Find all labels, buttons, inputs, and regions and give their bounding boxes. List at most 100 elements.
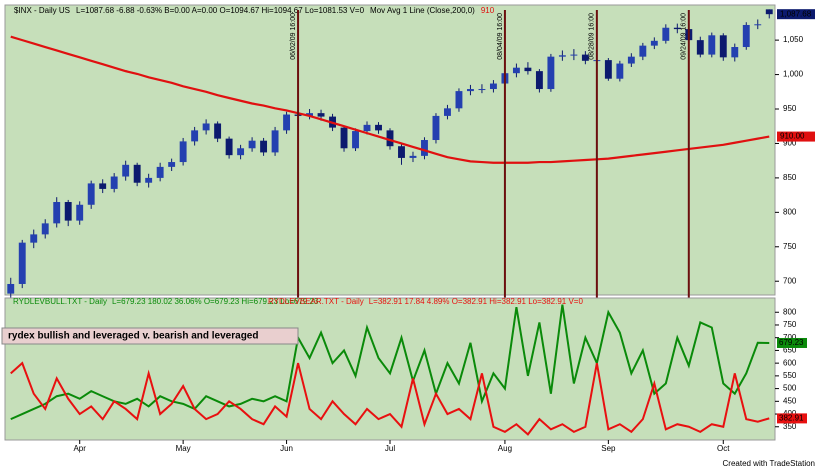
candle-body (191, 130, 199, 142)
candle-body (696, 40, 704, 55)
y-tick-label: 900 (783, 139, 797, 148)
y-tick-label: 450 (783, 396, 797, 405)
candle-body (558, 55, 566, 57)
header-part: L=1087.68 -6.88 -0.63% B=0.00 A=0.00 O=1… (76, 6, 365, 15)
series-header: RYDLEVBULL.TXT - Daily L=679.23 180.02 36… (13, 297, 319, 306)
candle-body (524, 67, 532, 72)
candle-body (248, 140, 256, 149)
candle-body (673, 27, 681, 30)
candle-body (616, 63, 624, 79)
candle-body (489, 83, 497, 90)
candle-body (76, 204, 84, 221)
candle-body (478, 89, 486, 91)
event-label: 08/04/09 16:00 (497, 13, 504, 60)
candle-body (765, 9, 773, 15)
candle-body (237, 148, 245, 156)
candle-body (99, 183, 107, 189)
note-label: rydex bullish and leveraged v. bearish a… (8, 331, 258, 342)
candle-body (444, 108, 451, 116)
y-tick-label: 1,000 (783, 70, 804, 79)
candle-body (145, 177, 153, 183)
candle-body (202, 123, 210, 131)
last-value-box (777, 337, 807, 348)
moving-average-line (10, 35, 770, 164)
y-tick-label: 350 (783, 422, 797, 431)
last-value-box (777, 413, 807, 424)
series-header: RYDLEVBEAR.TXT - Daily L=382.91 17.84 4.8… (268, 297, 583, 306)
candle-body (604, 60, 612, 79)
x-tick-label: Aug (498, 444, 512, 453)
candle-body (512, 67, 520, 74)
y-tick-label: 850 (783, 173, 797, 182)
candle-body (340, 127, 348, 149)
candle-body (363, 124, 371, 132)
y-tick-label: 800 (783, 207, 797, 216)
x-tick-label: Jul (385, 444, 395, 453)
candle-body (225, 138, 233, 156)
candle-body (467, 89, 474, 92)
candle-body (731, 47, 739, 58)
x-tick-label: Jun (280, 444, 293, 453)
last-value-label: 382.91 (779, 414, 804, 423)
candle-body (719, 35, 727, 58)
candle-body (421, 140, 428, 156)
candle-body (409, 155, 417, 158)
header-part: 910 (481, 6, 495, 15)
y-tick-label: 700 (783, 276, 797, 285)
header-part: RYDLEVBULL.TXT - Daily (13, 297, 107, 306)
candle-body (639, 45, 647, 57)
y-tick-label: 750 (783, 320, 797, 329)
x-tick-label: Oct (717, 444, 730, 453)
last-value-box (777, 131, 815, 142)
panel-background (4, 4, 776, 296)
candle-body (53, 202, 61, 224)
candle-body (306, 113, 313, 116)
x-tick-label: May (176, 444, 191, 453)
header-part: L=679.23 180.02 36.06% O=679.23 Hi=679.2… (112, 297, 319, 306)
footer: Created with TradeStation (723, 459, 816, 468)
x-tick-label: Sep (601, 444, 616, 453)
candle-body (742, 24, 750, 48)
last-value-label: 910.00 (780, 132, 805, 141)
candle-body (535, 71, 543, 90)
last-value-box (777, 9, 815, 20)
candle-body (432, 115, 440, 141)
candle-body (754, 24, 762, 26)
x-tick-label: Apr (73, 444, 86, 453)
event-label: 06/02/09 16:00 (290, 13, 297, 60)
header-part: RYDLEVBEAR.TXT - Daily (268, 297, 364, 306)
candle-body (455, 91, 463, 109)
series-line (10, 361, 770, 436)
candle-body (156, 166, 164, 178)
candle-body (570, 54, 578, 56)
candle-body (271, 130, 279, 153)
candle-body (260, 140, 268, 153)
candle-body (133, 164, 141, 183)
candle-body (283, 114, 291, 131)
candle-body (398, 146, 405, 158)
candle-body (18, 242, 26, 284)
candle-body (662, 27, 670, 41)
header-part: L=382.91 17.84 4.89% O=382.91 Hi=382.91 … (369, 297, 584, 306)
y-tick-label: 650 (783, 346, 797, 355)
y-tick-label: 600 (783, 358, 797, 367)
event-label: 08/28/09 16:00 (589, 13, 596, 60)
candle-body (375, 124, 382, 131)
candle-body (352, 131, 359, 149)
candle-body (386, 130, 394, 147)
y-tick-label: 700 (783, 333, 797, 342)
candle-body (110, 176, 118, 189)
candle-body (581, 54, 589, 61)
candle-body (41, 223, 49, 235)
y-tick-label: 800 (783, 307, 797, 316)
series-line (10, 304, 770, 421)
header-part: $INX - Daily US (14, 6, 70, 15)
chart-header: $INX - Daily US L=1087.68 -6.88 -0.63% B=… (14, 6, 495, 15)
candle-body (122, 164, 130, 177)
y-tick-label: 500 (783, 384, 797, 393)
candle-body (179, 141, 187, 163)
candle-body (64, 202, 72, 221)
candle-body (650, 40, 658, 46)
event-label: 09/24/09 16:00 (681, 13, 688, 60)
